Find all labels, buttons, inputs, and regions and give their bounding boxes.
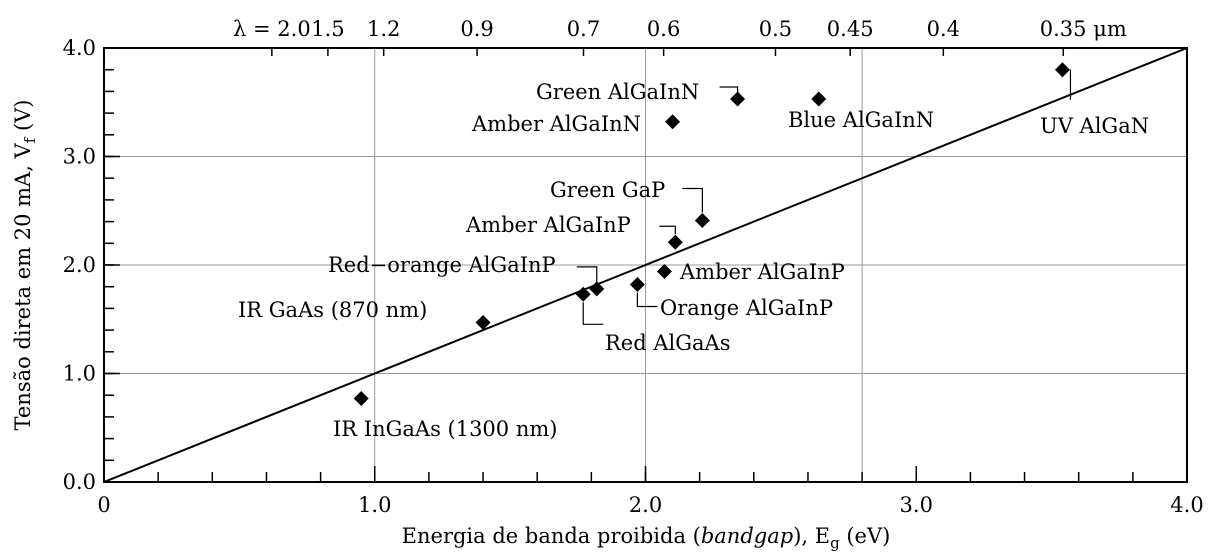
label-leader-line: [582, 302, 604, 325]
top-axis-label: 0.6: [647, 17, 680, 41]
y-tick-label: 2.0: [63, 253, 96, 277]
data-point-marker: [475, 315, 491, 331]
x-axis-title: Energia de banda proibida (bandgap), Eg …: [402, 524, 891, 552]
label-leader-line: [636, 292, 658, 308]
y-tick-label: 4.0: [63, 36, 96, 60]
fit-line: [103, 47, 1188, 483]
data-point-marker: [629, 277, 645, 293]
data-point-marker: [665, 114, 681, 130]
label-leader-line: [719, 86, 739, 93]
top-axis-label: λ = 2.0: [233, 17, 311, 41]
x-tick-label: 0: [97, 493, 110, 517]
y-tick-label: 3.0: [63, 145, 96, 169]
data-point-marker: [589, 281, 605, 297]
top-axis-label: 1.5: [311, 17, 344, 41]
data-point-marker: [811, 91, 827, 107]
data-point-label: Blue AlGaInN: [788, 108, 934, 132]
x-tick-label: 1.0: [358, 493, 391, 517]
data-point-label: Amber AlGaInP: [679, 260, 845, 284]
top-axis-label: 0.9: [460, 17, 493, 41]
data-point-marker: [575, 286, 591, 302]
x-tick-label: 2.0: [629, 493, 662, 517]
label-leader-line: [682, 187, 703, 213]
label-leader-line: [576, 266, 598, 283]
top-axis-label: 0.5: [759, 17, 792, 41]
y-tick-label: 0.0: [63, 470, 96, 494]
data-point-label: Red AlGaAs: [605, 331, 730, 355]
x-tick-label: 4.0: [1170, 493, 1203, 517]
top-axis-label: 0.4: [927, 17, 960, 41]
leader-layer: [576, 69, 1072, 325]
data-point-label: Green AlGaInN: [536, 80, 699, 104]
top-axis-label: 0.7: [567, 17, 600, 41]
data-point-label: Green GaP: [550, 178, 665, 202]
data-point-label: IR InGaAs (1300 nm): [333, 417, 557, 441]
data-point-label: Red−orange AlGaInP: [328, 253, 556, 277]
label-leader-line: [659, 225, 676, 235]
tick-layer: 0 1.0 2.0 3.0 4.0 0.0 1.0 2.0 3.0 4.0 λ = 2.0 1.5 1.…: [63, 17, 1204, 517]
data-point-marker: [694, 213, 710, 229]
data-point-marker: [353, 390, 369, 406]
data-point-label: Orange AlGaInP: [660, 296, 833, 320]
data-point-marker: [730, 91, 746, 107]
top-axis-label: 1.2: [367, 17, 400, 41]
data-point-label: Amber AlGaInP: [465, 213, 631, 237]
data-point-marker: [667, 234, 683, 250]
point-layer: [353, 62, 1070, 406]
data-point-marker: [656, 264, 672, 280]
y-tick-label: 1.0: [63, 362, 96, 386]
label-layer: IR InGaAs (1300 nm) IR GaAs (870 nm) Red A…: [238, 80, 1149, 441]
y-axis-title: Tensão direta em 20 mA, Vf (V): [11, 99, 39, 430]
data-point-marker: [1054, 62, 1070, 78]
x-tick-label: 3.0: [900, 493, 933, 517]
data-point-label: IR GaAs (870 nm): [238, 298, 427, 322]
top-axis-label: 0.45: [827, 17, 874, 41]
data-point-label: UV AlGaN: [1040, 114, 1149, 138]
fit-line-layer: [103, 47, 1188, 483]
top-axis-label: 0.35 μm: [1040, 17, 1127, 41]
data-point-label: Amber AlGaInN: [471, 112, 641, 136]
